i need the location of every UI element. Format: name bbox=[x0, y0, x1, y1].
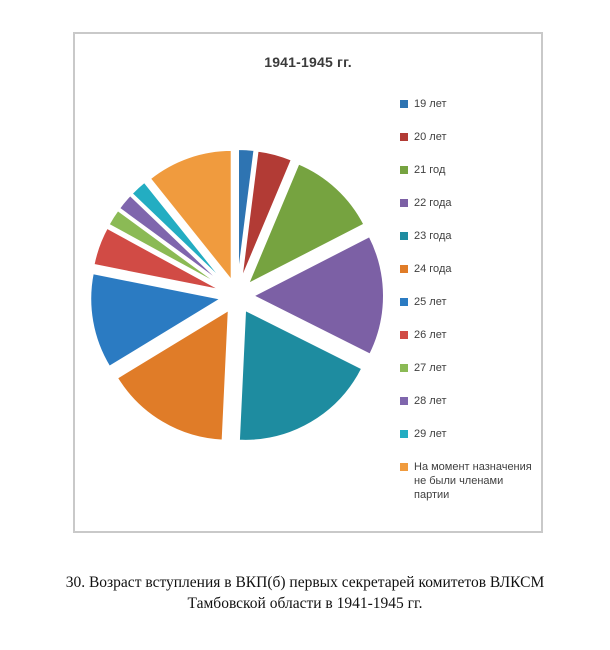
legend-label: 19 лет bbox=[414, 98, 447, 110]
legend-label: 21 год bbox=[414, 164, 446, 176]
pie-slice-4 bbox=[237, 308, 364, 442]
legend-label: 22 года bbox=[414, 197, 452, 209]
legend-label: 23 года bbox=[414, 230, 452, 242]
pie-chart-area bbox=[82, 139, 398, 455]
chart-legend: 19 лет 20 лет 21 год 22 года 23 года 24 года 2… bbox=[400, 97, 534, 521]
legend-label: 20 лет bbox=[414, 131, 447, 143]
pie-slice-8 bbox=[107, 209, 225, 289]
legend-item-0: 19 лет bbox=[400, 97, 534, 111]
pie-slice-9 bbox=[118, 194, 226, 287]
caption-line: 30. Возраст вступления в ВКП(б) первых с… bbox=[65, 574, 545, 591]
chart-title: 1941-1945 гг. bbox=[264, 54, 352, 70]
pie-slice-0 bbox=[237, 148, 256, 282]
pie-slice-7 bbox=[92, 226, 223, 292]
pie-slice-5 bbox=[115, 308, 230, 442]
legend-label: 27 лет bbox=[414, 362, 447, 374]
legend-label: 29 лет bbox=[414, 428, 447, 440]
legend-item-9: 28 лет bbox=[400, 394, 534, 408]
figure-caption: 30. Возраст вступления в ВКП(б) первых с… bbox=[0, 572, 610, 614]
legend-item-7: 26 лет bbox=[400, 328, 534, 342]
pie-slice-11 bbox=[148, 148, 233, 282]
legend-swatch-icon bbox=[400, 298, 408, 306]
legend-item-1: 20 лет bbox=[400, 130, 534, 144]
legend-item-2: 21 год bbox=[400, 163, 534, 177]
legend-swatch-icon bbox=[400, 331, 408, 339]
legend-label: На момент назначения не были членами пар… bbox=[414, 461, 532, 501]
pie-chart bbox=[89, 148, 385, 442]
legend-swatch-icon bbox=[400, 397, 408, 405]
legend-swatch-icon bbox=[400, 100, 408, 108]
pie-slice-10 bbox=[130, 180, 228, 286]
legend-item-11: На момент назначения не были членами пар… bbox=[400, 460, 534, 502]
legend-item-6: 25 лет bbox=[400, 295, 534, 309]
pie-slice-3 bbox=[252, 235, 385, 356]
legend-swatch-icon bbox=[400, 199, 408, 207]
legend-item-8: 27 лет bbox=[400, 361, 534, 375]
legend-item-10: 29 лет bbox=[400, 427, 534, 441]
pie-slice-1 bbox=[240, 149, 293, 282]
pie-slice-2 bbox=[246, 162, 366, 286]
legend-label: 26 лет bbox=[414, 329, 447, 341]
legend-swatch-icon bbox=[400, 463, 408, 471]
caption-line: Тамбовской области в 1941-1945 гг. bbox=[187, 595, 423, 612]
legend-item-4: 23 года bbox=[400, 229, 534, 243]
legend-item-5: 24 года bbox=[400, 262, 534, 276]
legend-label: 28 лет bbox=[414, 395, 447, 407]
pie-slice-6 bbox=[89, 272, 223, 368]
legend-swatch-icon bbox=[400, 166, 408, 174]
legend-swatch-icon bbox=[400, 430, 408, 438]
legend-label: 25 лет bbox=[414, 296, 447, 308]
legend-swatch-icon bbox=[400, 133, 408, 141]
chart-frame: 1941-1945 гг. 19 лет 20 лет 21 год 22 года 2… bbox=[73, 32, 543, 533]
legend-swatch-icon bbox=[400, 265, 408, 273]
legend-label: 24 года bbox=[414, 263, 452, 275]
legend-swatch-icon bbox=[400, 232, 408, 240]
legend-swatch-icon bbox=[400, 364, 408, 372]
legend-item-3: 22 года bbox=[400, 196, 534, 210]
